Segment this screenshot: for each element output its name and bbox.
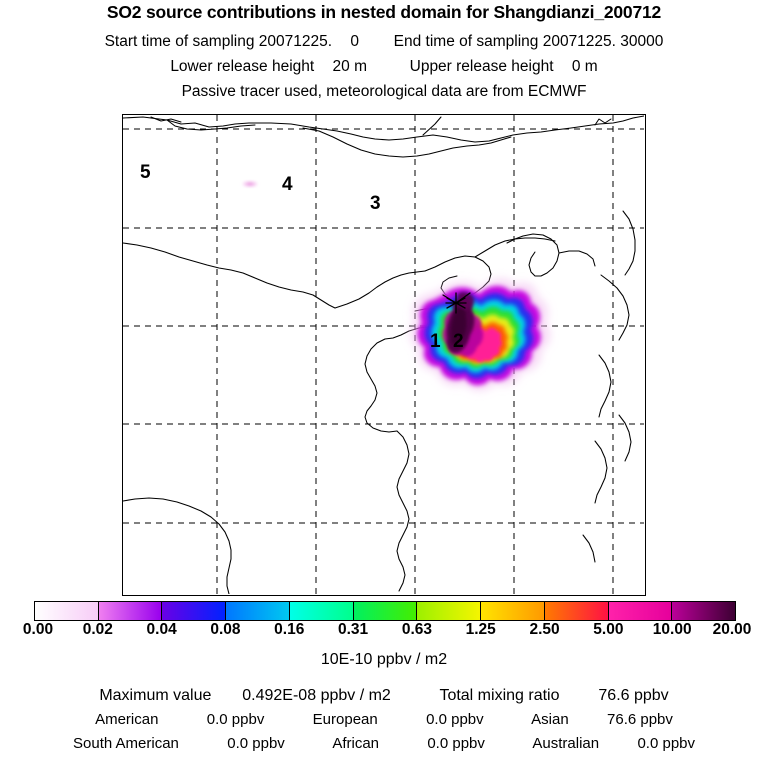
end-time-value: 30000 bbox=[620, 33, 664, 50]
european-value: 0.0 ppbv bbox=[426, 711, 484, 728]
release-height-line: Lower release height 20 m Upper release … bbox=[0, 58, 768, 76]
upper-release-label: Upper release height bbox=[409, 58, 554, 75]
map-gridlines bbox=[123, 115, 644, 594]
end-date-value: 20071225. bbox=[542, 33, 616, 50]
end-time-label: End time of sampling bbox=[393, 33, 539, 50]
colorbar-band-3 bbox=[226, 602, 290, 620]
contribution-row-2: South American 0.0 ppbv African 0.0 ppbv… bbox=[0, 735, 768, 752]
start-time-value: 0 bbox=[350, 33, 360, 50]
start-time-label: Start time of sampling bbox=[104, 33, 255, 50]
region-label-4: 4 bbox=[282, 174, 293, 195]
sampling-time-line: Start time of sampling 20071225. 0 End t… bbox=[0, 33, 768, 51]
african-value: 0.0 ppbv bbox=[427, 735, 485, 752]
tracer-note: Passive tracer used, meteorological data… bbox=[181, 83, 587, 100]
total-mixing-ratio-value: 76.6 ppbv bbox=[598, 687, 669, 704]
asian-value: 76.6 ppbv bbox=[607, 711, 673, 728]
colorbar-tick-1: 0.02 bbox=[82, 621, 113, 638]
colorbar-tick-6: 0.63 bbox=[401, 621, 432, 638]
asian-label: Asian bbox=[531, 711, 569, 728]
upper-release-value: 0 m bbox=[571, 58, 598, 75]
release-site-asterisk bbox=[442, 292, 471, 314]
colorbar-unit-label: 10E-10 ppbv / m2 bbox=[320, 651, 448, 668]
secondary-trace-dot bbox=[243, 181, 257, 187]
colorbar-band-6 bbox=[417, 602, 482, 620]
max-value-number: 0.492E-08 bbox=[242, 687, 317, 704]
colorbar-tick-4: 0.16 bbox=[274, 621, 305, 638]
colorbar-band-9 bbox=[608, 602, 673, 620]
colorbar-band-10 bbox=[672, 602, 736, 620]
colorbar-band-0 bbox=[35, 602, 99, 620]
colorbar-band-1 bbox=[98, 602, 163, 620]
page-title: SO2 source contributions in nested domai… bbox=[106, 2, 662, 22]
australian-value: 0.0 ppbv bbox=[637, 735, 695, 752]
european-label: European bbox=[312, 711, 378, 728]
colorbar-band-7 bbox=[481, 602, 545, 620]
australian-label: Australian bbox=[532, 735, 600, 752]
concentration-plume bbox=[410, 278, 550, 391]
lower-release-label: Lower release height bbox=[170, 58, 315, 75]
south-american-label: South American bbox=[73, 735, 179, 752]
colorbar-tick-11: 20.00 bbox=[712, 621, 752, 638]
colorbar-tick-9: 5.00 bbox=[593, 621, 624, 638]
lower-release-value: 20 m bbox=[332, 58, 367, 75]
colorbar-band-8 bbox=[544, 602, 609, 620]
colorbar-tick-2: 0.04 bbox=[146, 621, 177, 638]
colorbar bbox=[34, 601, 736, 621]
colorbar-tick-3: 0.08 bbox=[210, 621, 241, 638]
contribution-row-1: American 0.0 ppbv European 0.0 ppbv Asia… bbox=[0, 711, 768, 728]
colorbar-band-5 bbox=[353, 602, 418, 620]
colorbar-band-4 bbox=[289, 602, 354, 620]
colorbar-tick-5: 0.31 bbox=[337, 621, 369, 638]
map-coastlines bbox=[123, 115, 644, 594]
colorbar-tick-0: 0.00 bbox=[22, 621, 54, 638]
colorbar-tick-labels: 0.00 0.02 0.04 0.08 0.16 0.31 0.63 1.25 2.50 5.00… bbox=[0, 621, 768, 641]
colorbar-tick-10: 10.00 bbox=[652, 621, 692, 638]
american-label: American bbox=[95, 711, 159, 728]
map-graphics bbox=[123, 115, 644, 594]
colorbar-band-2 bbox=[162, 602, 227, 620]
region-label-5: 5 bbox=[140, 162, 151, 183]
region-label-3: 3 bbox=[370, 193, 381, 214]
region-label-1: 1 bbox=[430, 331, 441, 352]
start-date-value: 20071225. bbox=[258, 33, 333, 50]
african-label: African bbox=[332, 735, 379, 752]
south-american-value: 0.0 ppbv bbox=[227, 735, 285, 752]
total-mixing-ratio-label: Total mixing ratio bbox=[439, 687, 560, 704]
map-plot-area: 5 4 3 1 2 bbox=[122, 114, 646, 596]
american-value: 0.0 ppbv bbox=[206, 711, 265, 728]
max-value-label: Maximum value bbox=[99, 687, 212, 704]
colorbar-tick-8: 2.50 bbox=[529, 621, 560, 638]
region-label-2: 2 bbox=[453, 331, 464, 352]
max-value-unit: ppbv / m2 bbox=[320, 687, 391, 704]
max-value-row: Maximum value 0.492E-08 ppbv / m2 Total … bbox=[0, 687, 768, 705]
colorbar-tick-7: 1.25 bbox=[465, 621, 496, 638]
